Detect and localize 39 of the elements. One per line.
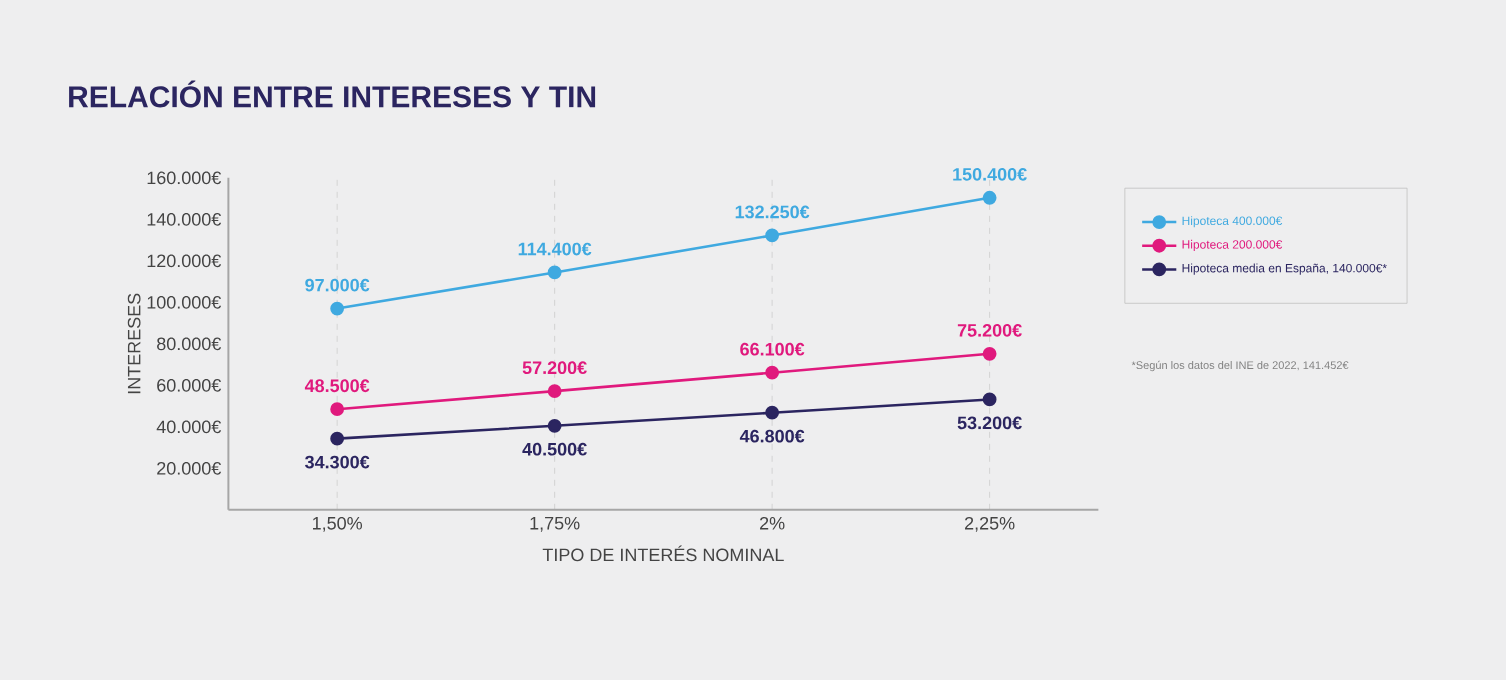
data-label: 40.500€ xyxy=(522,442,587,456)
x-tick-label: 2,25% xyxy=(965,516,1015,532)
data-label: 114.400€ xyxy=(518,242,592,256)
point xyxy=(982,392,997,407)
y-tick-label: 160.000€ xyxy=(147,171,222,185)
data-label: 46.800€ xyxy=(739,429,805,443)
point xyxy=(765,405,780,420)
chart-title: RELACIÓN ENTRE INTERESES Y TIN xyxy=(69,80,596,108)
y-tick-label: 20.000€ xyxy=(157,461,222,475)
data-label: 97.000€ xyxy=(305,278,370,292)
y-tick-label: 60.000€ xyxy=(157,378,222,392)
data-label: 57.200€ xyxy=(522,361,587,375)
point xyxy=(547,418,562,433)
point xyxy=(982,346,997,361)
data-label: 66.100€ xyxy=(740,342,805,356)
data-label: 34.300€ xyxy=(305,455,370,469)
data-label: 132.250€ xyxy=(735,205,810,219)
x-axis-title: TIPO DE INTERÉS NOMINAL xyxy=(542,545,784,562)
data-label: 75.200€ xyxy=(957,323,1022,337)
data-label: 48.500€ xyxy=(304,379,370,393)
x-tick-label: 2% xyxy=(760,516,785,530)
point xyxy=(547,384,562,399)
data-label: 150.400€ xyxy=(953,167,1027,181)
point xyxy=(982,190,997,205)
y-tick-label: 80.000€ xyxy=(157,337,222,351)
x-tick-label: 1,50% xyxy=(313,516,363,532)
point xyxy=(765,228,780,243)
point xyxy=(330,431,345,446)
point xyxy=(765,365,780,380)
point xyxy=(330,301,345,316)
y-tick-label: 120.000€ xyxy=(147,254,222,268)
point xyxy=(547,265,562,280)
y-tick-label: 140.000€ xyxy=(147,212,222,226)
y-tick-label: 100.000€ xyxy=(147,295,222,309)
x-tick-label: 1,75% xyxy=(530,516,580,532)
point xyxy=(330,402,345,417)
y-axis-title: INTERESES xyxy=(127,293,141,394)
y-tick-label: 40.000€ xyxy=(156,420,222,434)
data-label: 53.200€ xyxy=(957,416,1022,430)
